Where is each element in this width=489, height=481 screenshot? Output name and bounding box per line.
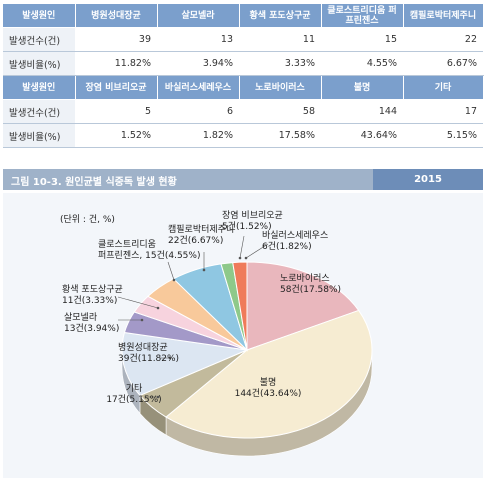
leader-line [167,261,175,281]
leader-dot [156,306,160,310]
table-cell: 13 [157,27,239,52]
row-label: 발생비율(%) [3,123,75,148]
table-row: 발생건수(건) 5 6 58 144 17 [3,99,483,124]
slice-value-label: 6건(1.82%) [262,241,312,252]
column-header: 병원성대장균 [75,4,158,28]
table-cell: 3.94% [157,51,239,76]
leader-line [239,235,245,259]
table-cell: 58 [239,99,321,124]
leader-line [245,243,269,259]
column-header: 살모넬라 [157,4,240,28]
table-cell: 6.67% [403,51,483,76]
figure-year: 2015 [373,169,483,190]
table-row: 발생비율(%) 1.52% 1.82% 17.58% 43.64% 5.15% [3,123,483,148]
leader-dot [244,256,248,260]
table-row: 발생비율(%) 11.82% 3.94% 3.33% 4.55% 6.67% [3,51,483,76]
slice-name-label: 황색 포도상구균 [62,284,123,295]
leader-line [117,296,159,309]
table-cell: 17 [403,99,483,124]
column-header: 황색 포도상구균 [239,4,322,28]
figure-title-bar: 그림 10-3. 원인균별 식중독 발생 현황 2015 [3,169,483,190]
slice-name-label: 바실러스세레우스 [262,230,328,241]
table-cell: 39 [75,27,157,52]
leader-dot [238,256,242,260]
slice-value-label: 22건(6.67%) [168,235,223,246]
leader-dot [168,356,172,360]
table-cell: 5 [75,99,157,124]
pie-slice [246,261,360,351]
table-cell: 3.33% [239,51,321,76]
slice-value-label: 17건(5.15%) [106,394,161,405]
statistics-table: 발생원인 병원성대장균 살모넬라 황색 포도상구균 클로스트리디움 퍼프린젠스 … [3,4,484,148]
leader-dot [172,278,176,282]
pie-slice [232,261,248,351]
column-header: 캠필로박터제주니 [403,4,484,28]
slice-value-label: 39건(11.82%) [118,353,179,364]
unit-label: (단위 : 건, %) [60,215,115,225]
table-cell: 22 [403,27,483,52]
slice-value-label: 58건(17.58%) [280,284,341,295]
figure-title: 그림 10-3. 원인균별 식중독 발생 현황 [11,177,177,188]
leader-dot [156,395,160,399]
pie-slice [121,331,249,397]
column-header: 장염 비브리오균 [75,75,158,100]
row-label: 발생건수(건) [3,99,75,124]
leader-dot [140,318,144,322]
slice-name-label: 살모넬라 [64,311,98,323]
slice-name-label: 기타 [126,383,143,394]
table-header-row: 발생원인 장염 비브리오균 바실러스세레우스 노로바이러스 불명 기타 [3,75,484,100]
leader-dot [202,268,206,272]
table-cell: 1.52% [75,123,157,148]
slice-value-label: 11건(3.33%) [62,295,117,306]
table-cell: 17.58% [239,123,321,148]
slice-name-label: 불명 [260,377,277,388]
table-cell: 11 [239,27,321,52]
table-cell: 144 [321,99,403,124]
table-row: 발생건수(건) 39 13 11 15 22 [3,27,483,52]
table-header-row: 발생원인 병원성대장균 살모넬라 황색 포도상구균 클로스트리디움 퍼프린젠스 … [3,4,484,28]
slice-value-label: 144건(43.64%) [235,388,302,399]
table-cell: 5.15% [403,123,483,148]
column-header: 노로바이러스 [239,75,322,100]
pie-slice [165,309,373,439]
table-cell: 6 [157,99,239,124]
slice-name-label: 클로스트리디움 [98,239,156,250]
row-label: 발생건수(건) [3,27,75,52]
column-header: 기타 [403,75,484,100]
column-header: 바실러스세레우스 [157,75,240,100]
slice-name-label: 노로바이러스 [280,273,330,284]
slice-value-label: 퍼프린젠스, 15건(4.55%) [98,250,200,261]
table-cell: 1.82% [157,123,239,148]
column-header: 클로스트리디움 퍼프린젠스 [321,4,404,28]
slice-name-label: 병원성대장균 [118,342,168,353]
table-cell: 15 [321,27,403,52]
row-header-cell: 발생원인 [3,75,76,100]
table-cell: 11.82% [75,51,157,76]
table-cell: 4.55% [321,51,403,76]
slice-value-label: 5건(1.52%) [222,221,272,232]
table-cell: 43.64% [321,123,403,148]
slice-name-label: 장염 비브리오균 [222,210,283,221]
row-header-cell: 발생원인 [3,4,76,28]
row-label: 발생비율(%) [3,51,75,76]
slice-name-label: 캠필로박터제주니 [168,223,234,235]
column-header: 불명 [321,75,404,100]
slice-value-label: 13건(3.94%) [64,323,119,334]
